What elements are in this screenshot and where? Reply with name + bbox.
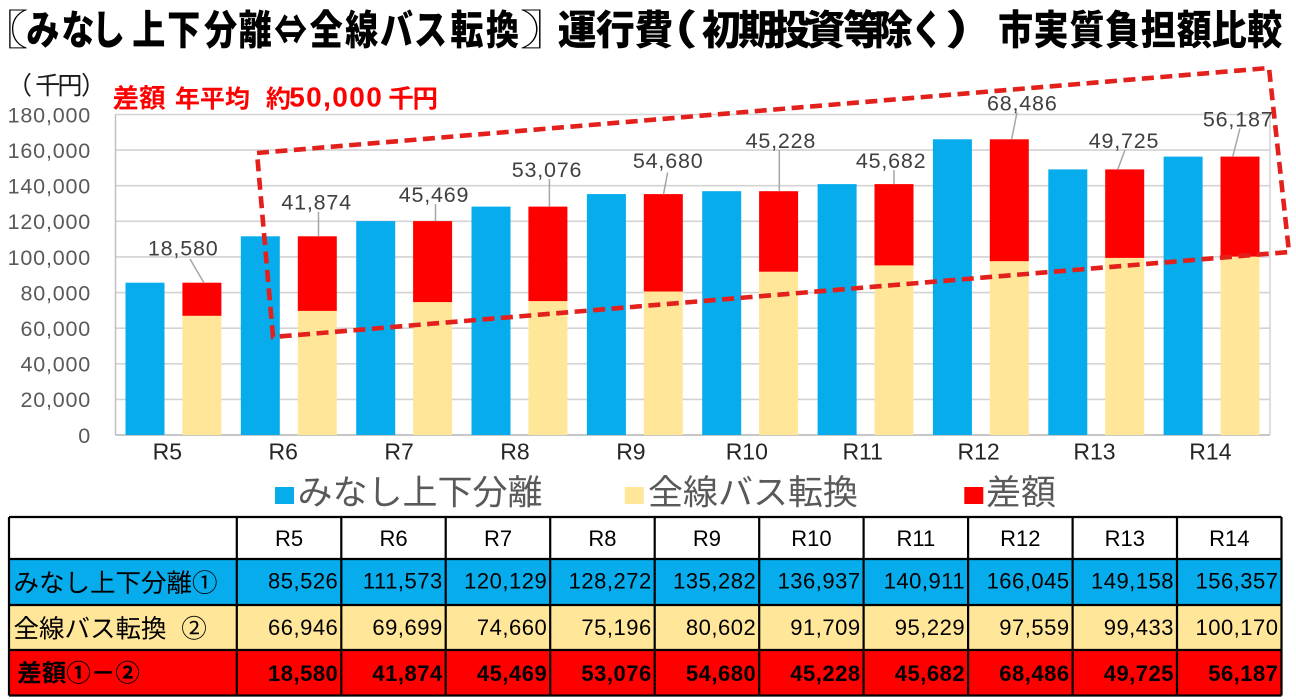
svg-text:149,158: 149,158 [1091, 569, 1174, 594]
svg-text:R14: R14 [1189, 439, 1231, 465]
svg-text:54,680: 54,680 [633, 149, 704, 173]
svg-text:128,272: 128,272 [569, 569, 652, 594]
svg-text:R7: R7 [484, 526, 512, 551]
svg-text:166,045: 166,045 [987, 569, 1070, 594]
svg-text:45,228: 45,228 [746, 129, 817, 153]
svg-text:41,874: 41,874 [372, 661, 443, 686]
svg-text:0: 0 [78, 424, 91, 448]
svg-text:160,000: 160,000 [8, 139, 91, 163]
svg-text:41,874: 41,874 [281, 190, 352, 214]
svg-text:97,559: 97,559 [999, 615, 1069, 640]
svg-text:R9: R9 [616, 439, 645, 465]
svg-text:75,196: 75,196 [581, 615, 651, 640]
svg-text:R14: R14 [1209, 526, 1249, 551]
svg-text:R10: R10 [791, 526, 831, 551]
svg-text:18,580: 18,580 [268, 661, 338, 686]
svg-text:R13: R13 [1105, 526, 1145, 551]
svg-text:85,526: 85,526 [268, 569, 338, 594]
svg-text:R13: R13 [1073, 439, 1115, 465]
svg-text:53,076: 53,076 [512, 158, 583, 182]
svg-text:R5: R5 [275, 526, 303, 551]
svg-text:53,076: 53,076 [581, 661, 651, 686]
svg-text:120,129: 120,129 [464, 569, 547, 594]
svg-text:R8: R8 [588, 526, 616, 551]
svg-text:45,469: 45,469 [477, 661, 547, 686]
svg-text:99,433: 99,433 [1104, 615, 1174, 640]
svg-text:R5: R5 [153, 439, 182, 465]
svg-text:140,911: 140,911 [884, 569, 965, 594]
svg-text:45,682: 45,682 [856, 149, 927, 173]
svg-text:45,469: 45,469 [399, 183, 470, 207]
svg-text:54,680: 54,680 [686, 661, 756, 686]
svg-text:50,000: 50,000 [289, 81, 383, 112]
svg-text:100,170: 100,170 [1195, 615, 1278, 640]
svg-text:135,282: 135,282 [673, 569, 756, 594]
svg-text:45,228: 45,228 [790, 661, 860, 686]
svg-text:100,000: 100,000 [8, 246, 91, 270]
svg-text:R11: R11 [897, 526, 936, 551]
svg-text:45,682: 45,682 [895, 661, 965, 686]
svg-text:R7: R7 [384, 439, 413, 465]
svg-text:80,602: 80,602 [686, 615, 756, 640]
svg-text:56,187: 56,187 [1203, 108, 1274, 132]
svg-text:60,000: 60,000 [20, 317, 91, 341]
svg-text:156,357: 156,357 [1195, 569, 1278, 594]
svg-text:74,660: 74,660 [477, 615, 547, 640]
svg-text:111,573: 111,573 [363, 569, 443, 594]
svg-text:R12: R12 [957, 439, 999, 465]
svg-text:18,580: 18,580 [148, 237, 219, 261]
svg-text:R8: R8 [500, 439, 529, 465]
svg-text:95,229: 95,229 [895, 615, 965, 640]
svg-text:68,486: 68,486 [987, 91, 1058, 115]
svg-text:R9: R9 [693, 526, 721, 551]
svg-text:R6: R6 [379, 526, 407, 551]
svg-text:91,709: 91,709 [790, 615, 860, 640]
svg-text:69,699: 69,699 [372, 615, 442, 640]
svg-text:68,486: 68,486 [999, 661, 1069, 686]
svg-text:R11: R11 [842, 439, 883, 465]
svg-text:20,000: 20,000 [20, 388, 91, 412]
svg-text:66,946: 66,946 [268, 615, 338, 640]
svg-text:140,000: 140,000 [8, 175, 91, 199]
svg-text:80,000: 80,000 [20, 281, 91, 305]
svg-text:120,000: 120,000 [8, 210, 91, 234]
svg-text:180,000: 180,000 [8, 103, 91, 127]
svg-text:49,725: 49,725 [1089, 129, 1160, 153]
svg-text:136,937: 136,937 [778, 569, 861, 594]
svg-text:56,187: 56,187 [1208, 661, 1278, 686]
svg-text:R10: R10 [726, 439, 768, 465]
svg-text:R12: R12 [1000, 526, 1040, 551]
svg-text:49,725: 49,725 [1104, 661, 1174, 686]
svg-text:40,000: 40,000 [20, 353, 91, 377]
svg-text:R6: R6 [268, 439, 297, 465]
